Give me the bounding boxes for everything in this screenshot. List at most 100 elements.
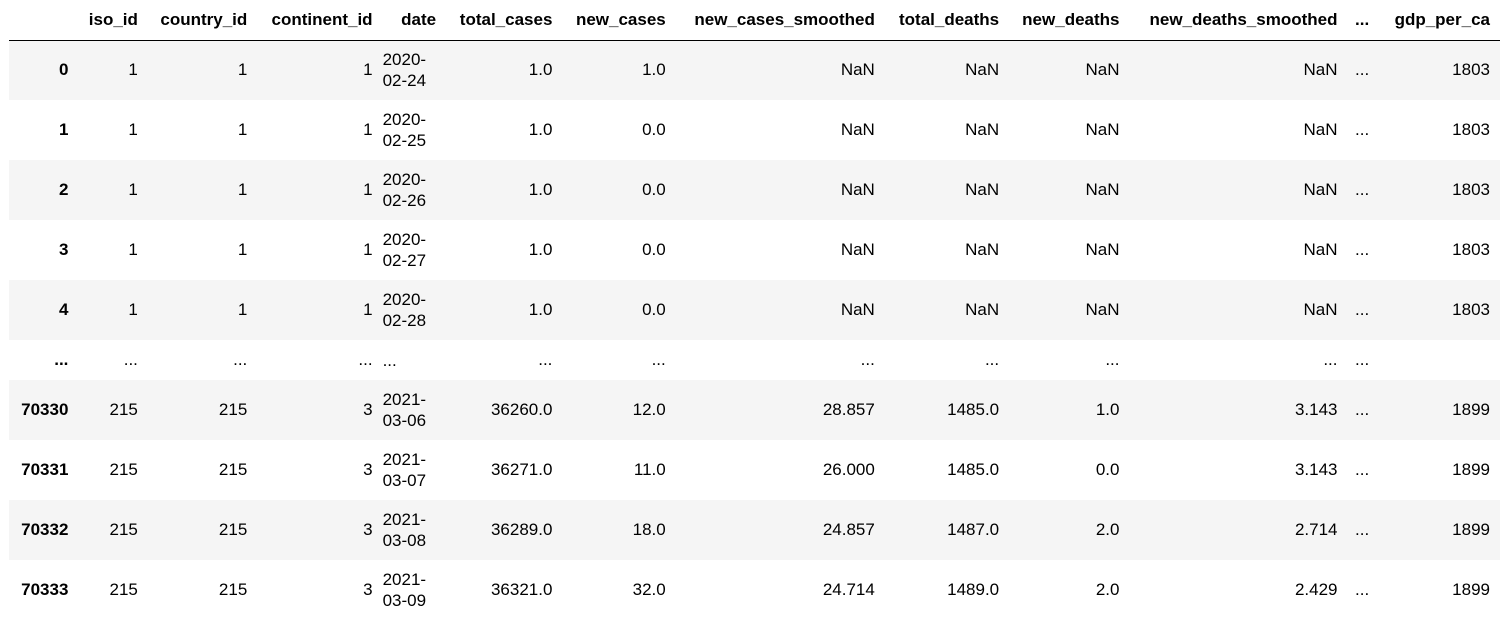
new-deaths-cell: 2.0	[1095, 580, 1120, 599]
row-index: 70332	[21, 520, 69, 539]
new-cases-cell: 1.0	[642, 60, 666, 80]
continent-id-cell: ...	[358, 350, 373, 369]
column-header: country_id	[147, 0, 258, 41]
date-cell: 2021- 03-07	[383, 440, 447, 500]
column-header: total_cases	[446, 0, 563, 41]
dataframe-table: iso_id country_id continent_id date total_ca…	[9, 0, 1500, 620]
gap-cell: ...	[1355, 120, 1370, 139]
new-deaths-cell: NaN	[1085, 300, 1120, 319]
row-index: 0	[58, 60, 69, 80]
country-id-cell: 1	[237, 240, 248, 259]
gap-cell: ...	[1355, 520, 1370, 539]
date-line: 02-24	[382, 71, 427, 91]
new-cases-smoothed-cell: NaN	[840, 300, 875, 319]
date-line: 02-27	[382, 251, 427, 270]
new-cases-cell: 0.0	[642, 180, 666, 199]
date-line: 2021-	[382, 450, 427, 469]
date-cell: 2020- 02-28	[383, 280, 447, 340]
total-deaths-cell: 1485.0	[947, 400, 1000, 419]
row-index: 70330	[21, 400, 69, 419]
row-index: 2	[58, 180, 69, 199]
output-right-edge	[1500, 0, 1511, 628]
country-id-cell: 215	[218, 580, 248, 599]
date-line: 03-06	[382, 411, 427, 430]
new-deaths-cell: 1.0	[1095, 400, 1120, 419]
new-cases-cell: 11.0	[633, 460, 666, 479]
iso-id-cell: 215	[109, 580, 138, 599]
table-row: 0 1 1 1 2020- 02-24 1.0 1.0 NaN NaN NaN NaN... 1803	[9, 40, 1500, 100]
date-line: 2021-	[382, 510, 427, 529]
country-id-cell: 1	[237, 180, 248, 199]
date-line: 02-25	[382, 131, 427, 150]
total-cases-cell: 1.0	[528, 240, 553, 259]
new-deaths-smoothed-cell: 2.714	[1294, 520, 1338, 539]
gap-cell: ...	[1355, 460, 1370, 479]
column-header: continent_id	[257, 0, 383, 41]
column-header: new_cases_smoothed	[675, 0, 885, 41]
total-cases-cell: 36260.0	[490, 400, 553, 419]
column-header: new_deaths	[1009, 0, 1130, 41]
date-cell: 2020- 02-26	[383, 160, 447, 220]
total-deaths-cell: 1487.0	[947, 520, 1000, 539]
table-row: 4 1 1 1 2020- 02-28 1.0 0.0 NaN NaN NaN NaN... 1803	[9, 280, 1500, 340]
header-row: iso_id country_id continent_id date total_ca…	[9, 0, 1500, 41]
column-header: date	[382, 0, 447, 41]
new-deaths-smoothed-cell: NaN	[1303, 180, 1338, 199]
new-cases-smoothed-cell: NaN	[840, 120, 875, 139]
total-deaths-cell: NaN	[965, 120, 1000, 139]
new-cases-smoothed-cell: 24.714	[822, 580, 875, 599]
gap-cell: ...	[1355, 580, 1370, 599]
new-deaths-cell: 0.0	[1095, 460, 1120, 479]
date-line: 02-26	[382, 191, 427, 210]
new-deaths-smoothed-cell: 2.429	[1294, 580, 1338, 599]
new-cases-smoothed-cell: 24.857	[822, 520, 875, 539]
total-deaths-cell: 1485.0	[947, 460, 1000, 479]
total-deaths-cell: NaN	[965, 240, 1000, 259]
row-index: 70333	[21, 580, 69, 599]
new-cases-cell: ...	[651, 350, 666, 369]
gdp-per-ca-cell: 1899	[1452, 520, 1490, 539]
gap-cell: ...	[1355, 400, 1370, 419]
country-id-cell: 1	[237, 300, 248, 319]
row-index: 1	[58, 120, 69, 139]
column-header: total_deaths	[884, 0, 1010, 41]
gdp-per-ca-cell: 1803	[1452, 180, 1490, 199]
table-row: 70331 215 215 3 2021- 03-07 36271.0 11.0 26.000 1…	[9, 440, 1500, 500]
continent-id-cell: 3	[363, 520, 373, 539]
new-cases-cell: 12.0	[632, 400, 666, 419]
date-cell: 2020- 02-24	[383, 40, 447, 100]
new-cases-smoothed-cell: NaN	[840, 180, 875, 199]
country-id-cell: 1	[237, 60, 248, 80]
continent-id-cell: 3	[363, 400, 373, 419]
iso-id-cell: 1	[128, 180, 138, 199]
total-cases-cell: ...	[538, 350, 553, 369]
new-deaths-smoothed-cell: ...	[1323, 350, 1338, 369]
new-cases-smoothed-cell: ...	[860, 350, 875, 369]
table-row: 70332 215 215 3 2021- 03-08 36289.0 18.0 24.857 1…	[9, 500, 1500, 560]
country-id-cell: 215	[218, 520, 248, 539]
new-cases-cell: 0.0	[642, 240, 666, 259]
gdp-per-ca-cell: 1803	[1452, 240, 1490, 259]
new-deaths-cell: NaN	[1085, 120, 1120, 139]
date-line: 03-08	[382, 531, 427, 550]
new-cases-smoothed-cell: 26.000	[822, 460, 875, 479]
row-index: 3	[58, 240, 69, 259]
iso-id-cell: 1	[128, 120, 138, 139]
country-id-cell: 1	[237, 120, 248, 139]
date-line: 03-07	[382, 471, 427, 490]
total-deaths-cell: 1489.0	[947, 580, 1000, 599]
continent-id-cell: 1	[363, 120, 373, 139]
continent-id-cell: 3	[363, 460, 373, 479]
gdp-per-ca-cell: 1899	[1452, 400, 1490, 419]
date-line: 2020-	[382, 170, 427, 189]
continent-id-cell: 1	[363, 180, 373, 199]
date-cell: 2020- 02-25	[383, 100, 447, 160]
column-header: iso_id	[78, 0, 148, 41]
iso-id-cell: 1	[128, 240, 138, 259]
total-cases-cell: 36271.0	[490, 460, 553, 479]
date-line: 02-28	[382, 311, 427, 330]
continent-id-cell: 3	[363, 580, 373, 599]
country-id-cell: 215	[218, 400, 248, 419]
column-header: new_deaths_smoothed	[1129, 0, 1348, 41]
